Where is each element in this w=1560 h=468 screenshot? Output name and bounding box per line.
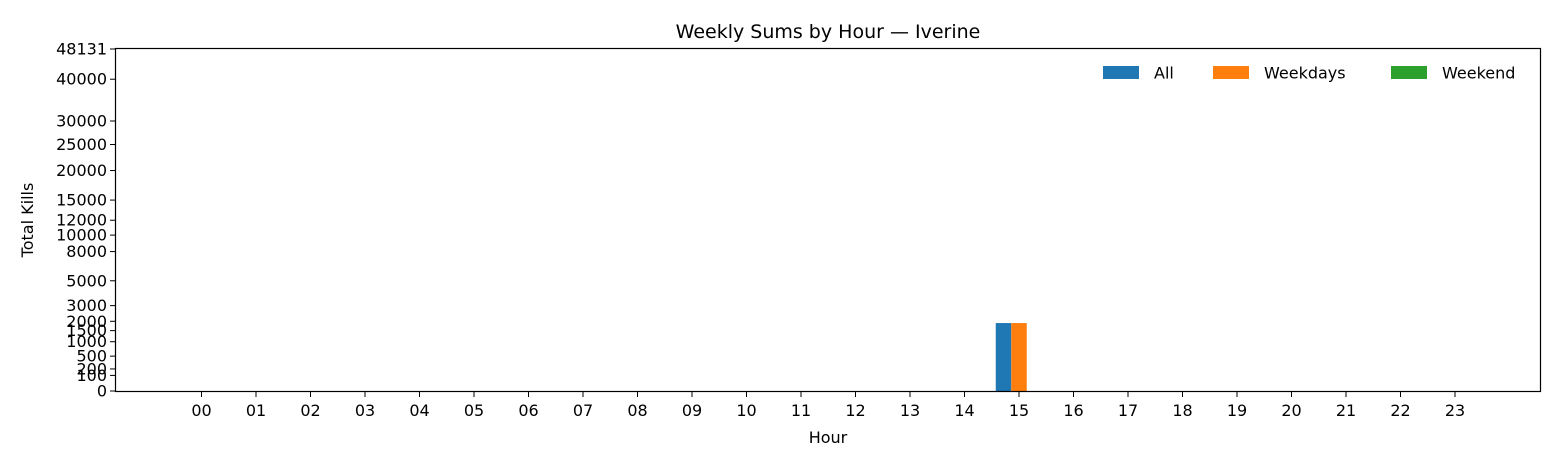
legend: All Weekdays Weekend bbox=[1103, 64, 1515, 83]
legend-label-all: All bbox=[1154, 64, 1174, 83]
legend-swatch-weekend bbox=[1391, 66, 1427, 79]
x-tick-label-00: 00 bbox=[191, 401, 211, 420]
x-tick-label-11: 11 bbox=[791, 401, 811, 420]
y-tick-label: 15000 bbox=[56, 191, 107, 210]
x-tick-label-15: 15 bbox=[1009, 401, 1029, 420]
x-tick-label-10: 10 bbox=[736, 401, 756, 420]
legend-swatch-weekdays bbox=[1213, 66, 1249, 79]
y-tick-label: 200 bbox=[76, 359, 107, 378]
y-tick-label: 25000 bbox=[56, 135, 107, 154]
y-tick-label: 2000 bbox=[66, 312, 107, 331]
x-tick-label-02: 02 bbox=[300, 401, 320, 420]
y-tick-label: 1000 bbox=[66, 332, 107, 351]
x-tick-label-13: 13 bbox=[900, 401, 920, 420]
x-tick-label-18: 18 bbox=[1172, 401, 1192, 420]
y-tick-label: 10000 bbox=[56, 226, 107, 245]
x-axis-label: Hour bbox=[809, 428, 848, 447]
x-tick-label-12: 12 bbox=[845, 401, 865, 420]
x-tick-label-07: 07 bbox=[573, 401, 593, 420]
x-tick-label-22: 22 bbox=[1390, 401, 1410, 420]
x-axis-ticks: 00 01 02 03 04 05 06 07 08 09 10 11 12 13 14 15 16 17 18 19… bbox=[191, 391, 1465, 420]
x-tick-label-19: 19 bbox=[1227, 401, 1247, 420]
x-tick-label-17: 17 bbox=[1118, 401, 1138, 420]
x-tick-label-05: 05 bbox=[464, 401, 484, 420]
y-tick-label: 12000 bbox=[56, 211, 107, 230]
bar-all-15 bbox=[995, 323, 1012, 391]
y-tick-label: 3000 bbox=[66, 296, 107, 315]
legend-label-weekend: Weekend bbox=[1442, 64, 1515, 83]
y-tick-label: 5000 bbox=[66, 271, 107, 290]
x-tick-label-06: 06 bbox=[518, 401, 538, 420]
plot-area-frame bbox=[114, 47, 1542, 393]
x-tick-label-20: 20 bbox=[1281, 401, 1301, 420]
x-tick-label-03: 03 bbox=[355, 401, 375, 420]
y-tick-label: 20000 bbox=[56, 161, 107, 180]
bar-weekdays-15 bbox=[1011, 323, 1027, 391]
y-tick-label: 30000 bbox=[56, 111, 107, 130]
x-tick-label-14: 14 bbox=[954, 401, 974, 420]
y-tick-label: 500 bbox=[76, 347, 107, 366]
legend-swatch-all bbox=[1103, 66, 1139, 79]
chart-title: Weekly Sums by Hour — Iverine bbox=[676, 21, 981, 43]
x-tick-label-09: 09 bbox=[682, 401, 702, 420]
y-tick-label: 8000 bbox=[66, 242, 107, 261]
y-axis-ticks: 0100200500100015002000300050008000100001… bbox=[56, 40, 116, 401]
x-tick-label-23: 23 bbox=[1445, 401, 1465, 420]
y-tick-label: 100 bbox=[76, 366, 107, 385]
y-tick-label: 48131 bbox=[56, 40, 107, 59]
y-tick-label: 40000 bbox=[56, 70, 107, 89]
x-tick-label-16: 16 bbox=[1063, 401, 1083, 420]
bars-group bbox=[995, 323, 1027, 391]
x-tick-label-21: 21 bbox=[1336, 401, 1356, 420]
y-tick-label: 1500 bbox=[66, 321, 107, 340]
x-tick-label-08: 08 bbox=[627, 401, 647, 420]
x-tick-label-04: 04 bbox=[409, 401, 429, 420]
x-tick-label-01: 01 bbox=[246, 401, 266, 420]
legend-label-weekdays: Weekdays bbox=[1264, 64, 1346, 83]
y-tick-label: 0 bbox=[97, 382, 107, 401]
y-axis-label: Total Kills bbox=[18, 183, 37, 259]
